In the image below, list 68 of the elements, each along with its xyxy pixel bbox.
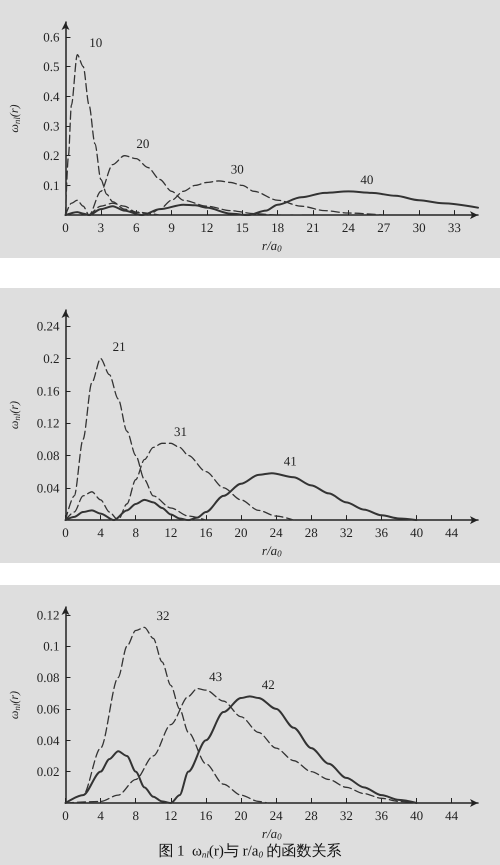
y-tick-label: 0.6 [43,29,60,44]
series-label: 31 [174,424,188,439]
y-tick-label: 0.2 [43,350,60,366]
x-tick-label: 28 [304,525,318,540]
x-tick-label: 20 [234,808,248,823]
x-tick-label: 24 [342,220,356,236]
x-tick-label: 40 [410,808,424,823]
y-tick-label: 0.12 [36,607,60,622]
caption: 图 1 ωnl(r)与 r/a0 的函数关系 [158,842,342,860]
y-tick-label: 0.4 [43,88,60,104]
x-tick-label: 15 [236,220,249,236]
x-tick-label: 16 [199,525,213,540]
y-tick-label: 0.24 [36,318,60,334]
series-label: 20 [136,136,150,152]
x-tick-label: 4 [97,808,104,823]
x-tick-label: 8 [132,525,139,540]
y-tick-label: 0.16 [36,383,60,398]
x-tick-label: 32 [340,808,353,823]
x-tick-label: 44 [445,808,459,823]
x-tick-label: 40 [410,525,424,540]
y-tick-label: 0.04 [36,480,60,496]
x-tick-label: 12 [200,220,214,236]
x-tick-label: 12 [164,525,178,540]
y-tick-label: 0.2 [43,148,60,164]
x-tick-label: 30 [412,220,426,236]
y-tick-label: 0.02 [36,764,60,780]
x-tick-label: 44 [445,525,459,540]
x-tick-label: 20 [234,525,248,540]
x-tick-label: 27 [377,220,391,236]
y-tick-label: 0.3 [43,118,60,134]
x-tick-label: 4 [97,525,104,540]
y-tick-label: 0.04 [36,732,60,748]
x-tick-label: 18 [271,220,284,236]
y-axis-title: ωnl(r) [7,690,22,720]
series-label: 40 [360,172,374,187]
x-tick-label: 36 [374,525,388,540]
series-label: 41 [284,454,297,469]
series-label: 30 [230,161,244,176]
x-tick-label: 0 [62,525,69,540]
series-label: 43 [209,669,222,684]
x-tick-label: 32 [340,525,353,540]
x-tick-label: 24 [270,808,284,823]
y-tick-label: 0.08 [36,670,60,686]
x-tick-label: 24 [270,525,284,540]
series-label: 42 [262,676,275,692]
y-axis-title: ωnl(r) [7,104,22,133]
y-tick-label: 0.5 [43,59,60,74]
y-axis-title: ωnl(r) [7,400,22,430]
series-label: 21 [112,338,126,354]
series-label: 32 [156,608,170,623]
y-tick-label: 0.12 [36,416,60,431]
y-tick-label: 0.1 [43,178,60,193]
series-label: 10 [89,35,102,50]
x-tick-label: 8 [132,808,139,823]
x-tick-label: 3 [98,220,104,236]
x-tick-label: 6 [132,220,140,236]
x-tick-label: 21 [306,220,320,236]
y-tick-label: 0.06 [36,701,60,716]
x-tick-label: 33 [448,220,461,236]
x-tick-label: 9 [168,220,175,236]
x-tick-label: 12 [164,808,178,823]
x-tick-label: 0 [62,220,69,236]
y-tick-label: 0.1 [43,638,60,654]
x-tick-label: 0 [62,808,69,823]
x-tick-label: 36 [374,808,388,823]
x-tick-label: 28 [304,808,318,823]
y-tick-label: 0.08 [36,448,60,463]
x-tick-label: 16 [199,808,213,823]
